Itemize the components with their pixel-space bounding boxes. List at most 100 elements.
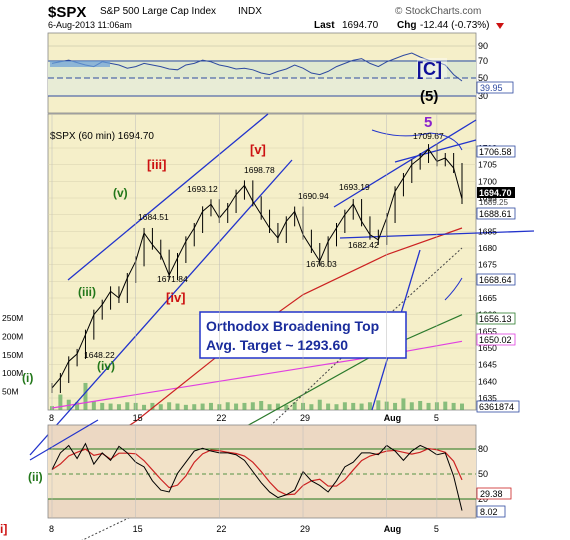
volume-tick-label: 250M (2, 313, 23, 323)
wave-iii-red: [iii] (147, 157, 167, 172)
tag-1706-58: 1706.58 (479, 147, 512, 157)
price-label-1698: 1698.78 (244, 165, 275, 175)
price-tick-label: 1675 (478, 260, 497, 270)
price-label-1693-19: 1693.19 (339, 182, 370, 192)
price-label-1693-12: 1693.12 (187, 184, 218, 194)
volume-bar (83, 382, 88, 410)
volume-bar (200, 403, 205, 410)
price-label-1690: 1690.94 (298, 191, 329, 201)
volume-bar (58, 394, 63, 410)
rsi-value-2: 8.02 (480, 507, 498, 517)
wave-v-red: [v] (250, 142, 266, 157)
wave-iv-red: [iv] (166, 290, 186, 305)
trendline-broadening-mid (394, 139, 477, 163)
annotation-line1: Orthodox Broadening Top (206, 318, 379, 334)
price-tick-label: 1700 (478, 176, 497, 186)
rsi-value-1: 29.38 (480, 489, 503, 499)
volume-bar (284, 404, 289, 410)
volume-bar (175, 403, 180, 410)
volume-bar (108, 403, 113, 410)
x-tick-label: 29 (300, 524, 310, 534)
volume-bar (275, 403, 280, 410)
volume-bar (208, 402, 213, 410)
wave-label-5-paren: (5) (420, 88, 438, 105)
volume-bar (100, 402, 105, 410)
tag-1689-25: 1689.25 (479, 198, 508, 207)
price-tick-label: 1640 (478, 376, 497, 386)
annotation-line2: Avg. Target ~ 1293.60 (206, 337, 348, 353)
chart-legend: $SPX (60 min) 1694.70 (50, 131, 154, 142)
wave-ii-green: (ii) (28, 470, 43, 484)
volume-bar (150, 402, 155, 410)
x-tick-label: Aug (384, 413, 402, 423)
volume-bar (225, 402, 230, 410)
volume-bar (334, 404, 339, 410)
tag-1650-02: 1650.02 (479, 335, 512, 345)
x-tick-label: 5 (434, 413, 439, 423)
watermark: © StockCharts.com (395, 6, 481, 17)
down-triangle-icon (496, 23, 504, 29)
volume-bar (317, 399, 322, 410)
volume-bar (367, 402, 372, 410)
envelope-lower (444, 277, 463, 301)
tag-volume: 6361874 (479, 402, 514, 412)
trendline-upper-channel (67, 113, 269, 281)
top-tick-50: 50 (478, 73, 488, 83)
x-tick-label: 15 (133, 413, 143, 423)
rsi-tick-80: 80 (478, 444, 488, 454)
volume-bar (267, 404, 272, 410)
volume-bar (326, 403, 331, 410)
volume-bar (393, 402, 398, 410)
volume-bar (183, 404, 188, 410)
top-tick-70: 70 (478, 56, 488, 66)
volume-bar (351, 402, 356, 410)
price-tick-label: 1685 (478, 226, 497, 236)
volume-bar (443, 401, 448, 410)
wave-iii-green: (iii) (78, 285, 96, 299)
price-tick-label: 1680 (478, 243, 497, 253)
price-label-1671: 1671.84 (157, 274, 188, 284)
x-tick-label: 22 (216, 524, 226, 534)
volume-bar (359, 403, 364, 410)
x-tick-label: 29 (300, 413, 310, 423)
last-label: Last (314, 20, 335, 31)
chart-symbol: $SPX (48, 4, 86, 21)
volume-bar (142, 404, 147, 410)
volume-bar (250, 402, 255, 410)
volume-bar (75, 402, 80, 410)
chart-exchange: INDX (238, 6, 262, 17)
volume-tick-label: 100M (2, 368, 23, 378)
volume-bar (409, 402, 414, 410)
volume-bar (242, 402, 247, 410)
tag-1688-61: 1688.61 (479, 209, 512, 219)
volume-bar (192, 404, 197, 410)
last-value: 1694.70 (342, 20, 379, 31)
rsi-trendline (29, 419, 99, 461)
price-tick-label: 1705 (478, 160, 497, 170)
price-label-1709: 1709.67 (413, 131, 444, 141)
price-tick-label: 1635 (478, 393, 497, 403)
trendline-broadening-top (333, 119, 477, 208)
tag-1694-70: 1694.70 (479, 188, 512, 198)
main-price-panel: $SPX (60 min) 1694.70 171017051700169516… (2, 113, 535, 540)
volume-bar (451, 402, 456, 410)
x-tick-label: 15 (133, 524, 143, 534)
rsi-tick-50: 50 (478, 469, 488, 479)
volume-bar (91, 400, 96, 410)
chg-label: Chg (397, 20, 416, 31)
wave-label-C: [C] (417, 59, 442, 79)
volume-bar (309, 404, 314, 410)
price-label-1676: 1676.03 (306, 259, 337, 269)
volume-bar (167, 402, 172, 410)
top-indicator-line (51, 52, 463, 82)
volume-bar (342, 402, 347, 410)
volume-bar (292, 402, 297, 410)
x-tick-label: Aug (384, 524, 402, 534)
volume-bar (234, 403, 239, 410)
wave-v-green: (v) (113, 186, 128, 200)
x-tick-label: 5 (434, 524, 439, 534)
tag-1668-64: 1668.64 (479, 275, 512, 285)
wave-i-green: (i) (22, 371, 33, 385)
volume-bar (426, 402, 431, 410)
